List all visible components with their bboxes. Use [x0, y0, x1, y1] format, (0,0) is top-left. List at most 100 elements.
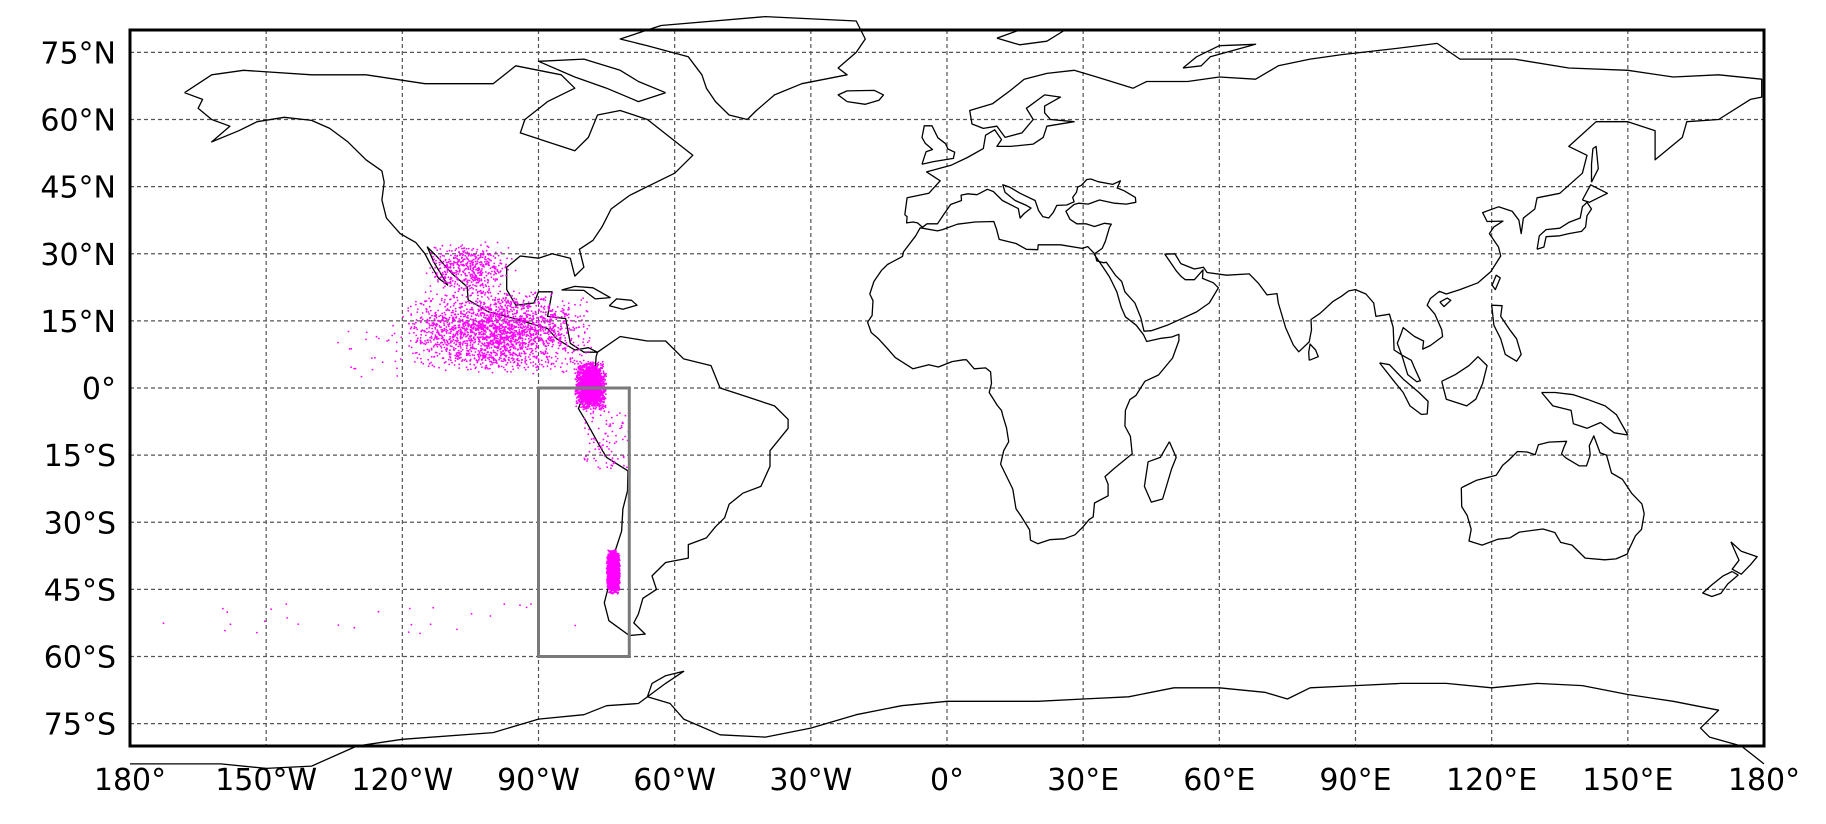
occurrence-point	[474, 253, 476, 256]
occurrence-point	[453, 296, 456, 299]
occurrence-point	[415, 351, 418, 354]
occurrence-point	[494, 257, 497, 259]
occurrence-point	[501, 308, 504, 310]
occurrence-point	[535, 366, 538, 369]
occurrence-point	[553, 340, 555, 342]
occurrence-point	[429, 267, 432, 269]
occurrence-point	[518, 329, 521, 331]
occurrence-point	[513, 325, 515, 327]
occurrence-point	[462, 342, 464, 344]
occurrence-point	[495, 305, 498, 308]
occurrence-point	[552, 325, 555, 328]
hispaniola-coast	[608, 298, 638, 310]
occurrence-point	[426, 321, 429, 324]
occurrence-point	[449, 280, 452, 283]
occurrence-point	[582, 373, 584, 375]
occurrence-point	[408, 332, 411, 335]
occurrence-point	[522, 342, 525, 345]
occurrence-point	[586, 341, 589, 344]
occurrence-point	[453, 272, 456, 274]
occurrence-point	[452, 320, 455, 323]
occurrence-point	[497, 315, 499, 318]
occurrence-point	[575, 405, 578, 408]
occurrence-point	[430, 361, 432, 364]
occurrence-point	[574, 303, 576, 306]
occurrence-point	[530, 326, 532, 329]
occurrence-point	[428, 326, 431, 329]
occurrence-point	[495, 334, 497, 337]
occurrence-point	[471, 306, 473, 309]
occurrence-point	[489, 356, 491, 359]
occurrence-point	[488, 308, 491, 311]
occurrence-point	[461, 344, 464, 346]
occurrence-point	[534, 347, 537, 350]
occurrence-point	[454, 339, 457, 342]
occurrence-point	[590, 366, 593, 369]
occurrence-point	[421, 329, 424, 331]
occurrence-point	[444, 342, 446, 344]
occurrence-point	[587, 433, 590, 436]
occurrence-point	[467, 279, 469, 282]
occurrence-point	[587, 351, 590, 353]
occurrence-point	[457, 267, 460, 269]
occurrence-point	[498, 328, 501, 331]
occurrence-point	[593, 395, 596, 398]
occurrence-point	[506, 322, 508, 324]
occurrence-point	[552, 315, 555, 318]
occurrence-point	[430, 335, 433, 338]
occurrence-point	[490, 317, 493, 320]
occurrence-point	[473, 341, 475, 344]
occurrence-point	[415, 341, 417, 344]
occurrence-point	[413, 331, 415, 334]
occurrence-point	[579, 315, 582, 317]
occurrence-point	[457, 290, 460, 293]
occurrence-point	[499, 290, 501, 293]
occurrence-point	[487, 253, 490, 256]
occurrence-point	[443, 311, 446, 314]
occurrence-point	[489, 367, 491, 370]
occurrence-point	[515, 330, 518, 332]
occurrence-point	[499, 304, 502, 307]
occurrence-point	[516, 302, 519, 305]
occurrence-point	[485, 274, 488, 277]
occurrence-point	[451, 361, 453, 364]
occurrence-point	[565, 327, 567, 330]
occurrence-point	[436, 343, 439, 346]
occurrence-point	[439, 256, 442, 258]
occurrence-point	[475, 320, 478, 323]
occurrence-point	[427, 341, 430, 344]
occurrence-point	[511, 310, 514, 312]
occurrence-point	[506, 318, 508, 321]
occurrence-point	[585, 389, 588, 392]
occurrence-point	[481, 318, 483, 321]
occurrence-point	[430, 324, 433, 327]
occurrence-point	[487, 279, 490, 282]
occurrence-point	[480, 244, 482, 247]
occurrence-point	[443, 361, 446, 364]
occurrence-point	[533, 330, 536, 333]
occurrence-point	[573, 359, 576, 362]
occurrence-point	[496, 362, 498, 364]
occurrence-point	[439, 271, 441, 273]
occurrence-point	[456, 257, 459, 260]
occurrence-point	[531, 328, 534, 331]
occurrence-point	[519, 320, 522, 323]
occurrence-point	[467, 311, 469, 313]
occurrence-point	[542, 341, 545, 343]
occurrence-point	[596, 365, 598, 367]
occurrence-point	[545, 348, 548, 350]
occurrence-point	[453, 260, 455, 263]
occurrence-point	[417, 337, 419, 340]
occurrence-point	[477, 326, 480, 329]
occurrence-point	[480, 279, 483, 282]
occurrence-point	[582, 404, 585, 407]
occurrence-point	[474, 367, 477, 370]
occurrence-point	[565, 313, 568, 316]
occurrence-point	[495, 341, 497, 344]
occurrence-point	[598, 400, 601, 403]
occurrence-point	[521, 337, 523, 339]
occurrence-point	[482, 265, 485, 268]
occurrence-point	[477, 337, 480, 340]
occurrence-point	[410, 346, 413, 349]
occurrence-point	[511, 340, 513, 343]
